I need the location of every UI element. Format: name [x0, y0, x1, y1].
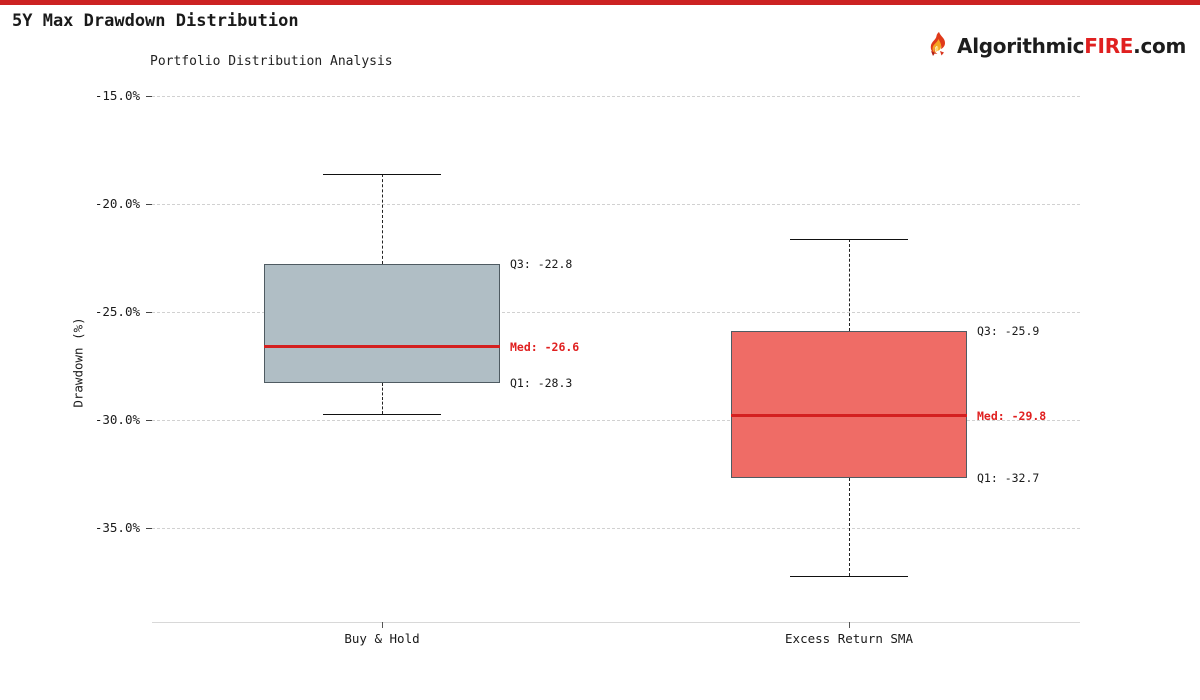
median-line: [264, 345, 500, 349]
y-tick-mark: [146, 312, 152, 313]
brand-logo[interactable]: AlgorithmicFIRE.com: [928, 31, 1186, 61]
annotation-median: Med: -26.6: [510, 339, 580, 354]
cap-lower: [323, 413, 441, 415]
y-tick-label: -15.0%: [94, 88, 140, 103]
x-tick-label-1: Buy & Hold: [344, 631, 420, 646]
y-tick-mark: [146, 96, 152, 97]
y-tick-label: -25.0%: [94, 304, 140, 319]
gridline: [152, 204, 1080, 205]
y-tick-mark: [146, 420, 152, 421]
chart-subtitle: Portfolio Distribution Analysis: [150, 54, 393, 69]
x-tick-mark: [849, 622, 850, 628]
gridline: [152, 528, 1080, 529]
y-tick-mark: [146, 204, 152, 205]
gridline: [152, 420, 1080, 421]
gridline: [152, 312, 1080, 313]
cap-lower: [790, 575, 908, 577]
x-tick-mark: [382, 622, 383, 628]
gridline: [152, 96, 1080, 97]
x-tick-label-2: Excess Return SMA: [785, 631, 913, 646]
brand-text: AlgorithmicFIRE.com: [957, 34, 1186, 58]
box-2[interactable]: [731, 331, 967, 479]
median-line: [731, 414, 967, 418]
whisker-lower: [382, 383, 383, 414]
annotation-q1: Q1: -32.7: [977, 471, 1040, 486]
y-tick-label: -20.0%: [94, 196, 140, 211]
brand-text-part3: .com: [1133, 34, 1186, 58]
annotation-q1: Q1: -28.3: [510, 376, 573, 391]
annotation-median: Med: -29.8: [977, 408, 1047, 423]
cap-upper: [323, 173, 441, 175]
whisker-upper: [382, 173, 383, 265]
y-tick-label: -30.0%: [94, 412, 140, 427]
top-accent-bar: [0, 0, 1200, 5]
page-title: 5Y Max Drawdown Distribution: [12, 11, 299, 31]
brand-text-part1: Algorithmic: [957, 34, 1085, 58]
whisker-lower: [849, 478, 850, 576]
flame-icon: [928, 31, 950, 61]
brand-text-part2: FIRE: [1084, 34, 1134, 58]
annotation-q3: Q3: -22.8: [510, 257, 573, 272]
cap-upper: [790, 238, 908, 240]
box-1[interactable]: [264, 264, 500, 384]
y-tick-label: -35.0%: [94, 520, 140, 535]
whisker-upper: [849, 238, 850, 332]
annotation-q3: Q3: -25.9: [977, 324, 1040, 339]
y-tick-mark: [146, 528, 152, 529]
x-axis-spine: [152, 622, 1080, 623]
